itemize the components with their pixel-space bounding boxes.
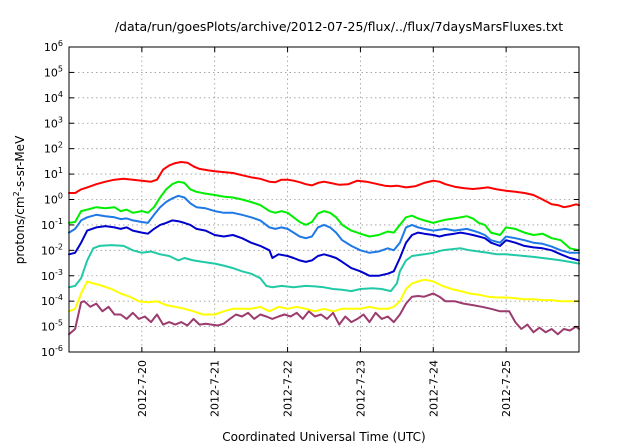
y-tick-base: 10 [44, 66, 58, 79]
y-tick-base: 10 [41, 219, 55, 232]
y-tick-label: 106 [44, 39, 63, 54]
y-tick-label: 10-6 [41, 344, 63, 359]
y-tick-exponent: 0 [58, 192, 63, 201]
y-tick-base: 10 [44, 143, 58, 156]
y-tick-exponent: 2 [58, 141, 63, 150]
y-tick-label: 10-2 [41, 242, 63, 257]
y-tick-base: 10 [41, 270, 55, 283]
y-axis-label-superscript: 2 [12, 191, 21, 196]
y-tick-label: 10-3 [41, 268, 63, 283]
x-tick-labels: 2012-7-20 2012-7-21 2012-7-22 2012-7-23 2012… [136, 360, 513, 417]
series-line-1 [68, 161, 580, 209]
y-tick-base: 10 [41, 295, 55, 308]
x-axis-label: Coordinated Universal Time (UTC) [222, 430, 425, 444]
y-tick-exponent: -1 [55, 217, 63, 226]
y-tick-exponent: 3 [58, 115, 63, 124]
grid [69, 47, 579, 352]
x-tick-label: 2012-7-24 [427, 360, 440, 417]
y-tick-exponent: -2 [55, 242, 63, 251]
y-tick-label: 104 [44, 90, 63, 105]
series-line-6 [68, 278, 580, 316]
y-tick-exponent: 6 [58, 39, 63, 48]
y-tick-base: 10 [44, 41, 58, 54]
ticks [69, 46, 579, 353]
series-line-3 [68, 194, 580, 254]
y-tick-label: 10-4 [41, 293, 63, 308]
y-tick-exponent: -5 [55, 319, 63, 328]
series-line-4 [68, 219, 580, 277]
y-tick-base: 10 [44, 92, 58, 105]
y-tick-label: 10-1 [41, 217, 63, 232]
y-tick-exponent: 4 [58, 90, 63, 99]
y-tick-label: 102 [44, 141, 63, 156]
y-tick-label: 103 [44, 115, 63, 130]
x-tick-label: 2012-7-21 [209, 360, 222, 417]
y-tick-base: 10 [41, 321, 55, 334]
y-axis-label-rest: -s-sr-MeV [13, 135, 27, 191]
y-tick-exponent: 5 [58, 64, 63, 73]
x-tick-label: 2012-7-22 [282, 360, 295, 417]
y-tick-exponent: -3 [55, 268, 63, 277]
y-tick-exponent: -6 [55, 344, 63, 353]
x-tick-label: 2012-7-25 [500, 360, 513, 417]
y-tick-label: 10-5 [41, 319, 63, 334]
y-tick-label: 105 [44, 64, 63, 79]
y-tick-base: 10 [44, 168, 58, 181]
y-axis-label: protons/cm2-s-sr-MeV [12, 135, 27, 264]
series-line-2 [68, 180, 580, 252]
y-tick-base: 10 [44, 117, 58, 130]
series-group [68, 161, 580, 336]
series-line-5 [68, 244, 580, 293]
series-line-7 [68, 292, 580, 336]
y-tick-exponent: -4 [55, 293, 63, 302]
y-tick-base: 10 [41, 244, 55, 257]
x-tick-label: 2012-7-23 [354, 360, 367, 417]
y-tick-base: 10 [41, 346, 55, 359]
chart-title: /data/run/goesPlots/archive/2012-07-25/f… [115, 19, 563, 34]
x-tick-label: 2012-7-20 [136, 360, 149, 417]
y-tick-label: 100 [44, 192, 63, 207]
y-tick-label: 101 [44, 166, 63, 181]
y-tick-labels: 10610510410310210110010-110-210-310-410-… [41, 39, 63, 359]
y-tick-exponent: 1 [58, 166, 63, 175]
y-axis-label-main: protons/cm [13, 196, 27, 264]
y-tick-base: 10 [44, 194, 58, 207]
